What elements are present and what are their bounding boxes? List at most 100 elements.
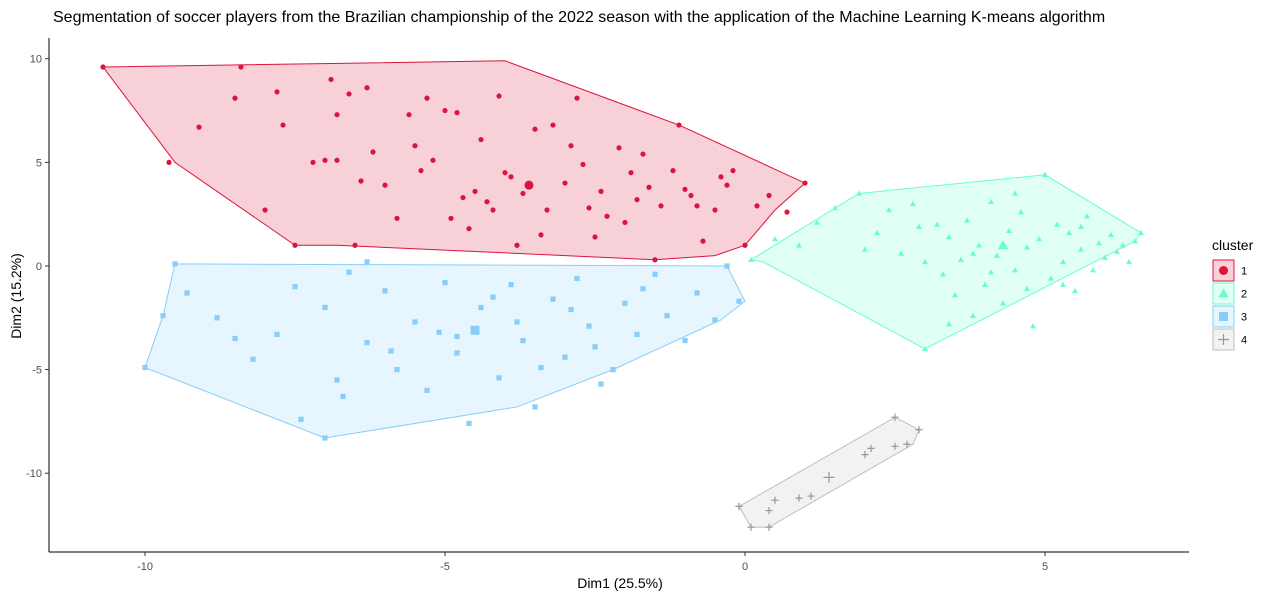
cluster-3-point — [514, 319, 520, 325]
cluster-1-point — [196, 124, 202, 130]
cluster-1-point — [334, 157, 340, 163]
cluster-2-point — [1030, 323, 1036, 329]
cluster-3-point — [184, 290, 190, 296]
cluster-2-point — [1102, 254, 1108, 260]
cluster-2-point — [940, 271, 946, 277]
cluster-1-point — [166, 159, 172, 165]
cluster-4-point — [915, 426, 923, 434]
cluster-2-point — [970, 250, 976, 256]
cluster-4-point — [867, 444, 875, 452]
cluster-3-group — [142, 259, 746, 441]
legend-label-4: 4 — [1241, 335, 1247, 347]
cluster-2-group — [748, 171, 1144, 352]
cluster-3-point — [640, 286, 646, 292]
legend-symbol-3 — [1219, 312, 1228, 321]
cluster-3-point — [364, 340, 370, 346]
cluster-3-point — [346, 269, 352, 275]
cluster-2-point — [964, 217, 970, 223]
cluster-1-point — [634, 197, 640, 203]
cluster-1-point — [682, 186, 688, 192]
cluster-3-point — [388, 348, 394, 354]
cluster-2-point — [1120, 242, 1126, 248]
cluster-4-centroid — [823, 471, 835, 483]
cluster-1-point — [766, 192, 772, 199]
cluster-1-point — [238, 64, 244, 70]
cluster-3-point — [574, 275, 580, 282]
cluster-1-point — [352, 242, 358, 248]
y-tick-label: -10 — [26, 468, 42, 480]
cluster-3-point — [454, 333, 460, 340]
legend-symbol-4 — [1218, 334, 1229, 345]
cluster-3-point — [232, 335, 238, 342]
cluster-1-point — [700, 238, 706, 244]
cluster-2-point — [1042, 171, 1048, 178]
cluster-1-point — [688, 192, 694, 199]
cluster-1-point — [454, 110, 460, 116]
cluster-4-point — [735, 502, 743, 511]
cluster-2-point — [994, 252, 1000, 258]
cluster-3-point — [652, 271, 658, 277]
x-tick-label: -5 — [440, 561, 450, 573]
cluster-3-point — [172, 261, 178, 267]
cluster-1-point — [448, 215, 454, 221]
cluster-4-group — [735, 413, 923, 531]
cluster-1-point — [334, 112, 340, 118]
cluster-2-point — [988, 198, 994, 204]
cluster-1-point — [460, 194, 466, 201]
cluster-2-point — [1090, 267, 1096, 273]
legend-label-1: 1 — [1241, 266, 1247, 278]
cluster-1-point — [694, 203, 700, 209]
cluster-2-point — [922, 258, 928, 265]
cluster-2-point — [862, 246, 868, 252]
cluster-1-point — [544, 207, 550, 213]
cluster-3-hull — [144, 263, 746, 439]
cluster-2-point — [1138, 229, 1144, 236]
y-tick-label: 0 — [36, 261, 42, 273]
cluster-2-point — [1060, 281, 1066, 287]
cluster-2-point — [1006, 227, 1012, 233]
cluster-3-point — [214, 315, 220, 321]
cluster-1-point — [646, 184, 652, 190]
cluster-1-point — [292, 242, 298, 248]
cluster-1-point — [730, 168, 736, 174]
cluster-3-point — [322, 435, 328, 441]
cluster-2-point — [1012, 190, 1018, 196]
cluster-1-point — [784, 209, 790, 215]
cluster-1-point — [592, 234, 598, 240]
cluster-1-point — [412, 143, 418, 149]
cluster-1-point — [328, 76, 334, 83]
cluster-3-point — [712, 317, 718, 323]
cluster-3-point — [160, 313, 166, 319]
cluster-3-point — [478, 304, 484, 311]
cluster-1-point — [514, 242, 520, 248]
cluster-3-point — [664, 313, 670, 319]
x-axis-title: Dim1 (25.5%) — [577, 575, 663, 591]
axes: -10 -5 0 5 -10 -5 0 5 10 — [26, 38, 1189, 573]
cluster-2-point — [1036, 236, 1042, 242]
x-tick-label: 5 — [1042, 561, 1048, 573]
cluster-2-hull — [749, 174, 1142, 350]
plot-area — [100, 60, 1144, 531]
legend-label-2: 2 — [1241, 289, 1247, 301]
cluster-3-point — [508, 282, 514, 288]
cluster-2-point — [916, 223, 922, 229]
cluster-2-point — [946, 233, 952, 240]
cluster-2-point — [1048, 275, 1054, 281]
cluster-3-point — [412, 319, 418, 325]
cluster-1-point — [538, 232, 544, 238]
cluster-1-point — [370, 149, 376, 155]
cluster-2-point — [1066, 229, 1072, 236]
cluster-4-point — [891, 413, 899, 421]
cluster-3-point — [424, 387, 430, 393]
cluster-3-point — [586, 323, 592, 329]
cluster-1-point — [598, 188, 604, 194]
cluster-2-point — [874, 229, 880, 236]
cluster-1-point — [382, 182, 388, 188]
cluster-1-point — [262, 207, 268, 213]
cluster-2-point — [1078, 246, 1084, 252]
cluster-2-point — [1108, 231, 1114, 238]
legend-symbol-1 — [1219, 266, 1228, 275]
cluster-2-point — [1072, 287, 1078, 294]
cluster-1-point — [604, 213, 610, 219]
y-axis-title: Dim2 (15.2%) — [8, 253, 24, 339]
